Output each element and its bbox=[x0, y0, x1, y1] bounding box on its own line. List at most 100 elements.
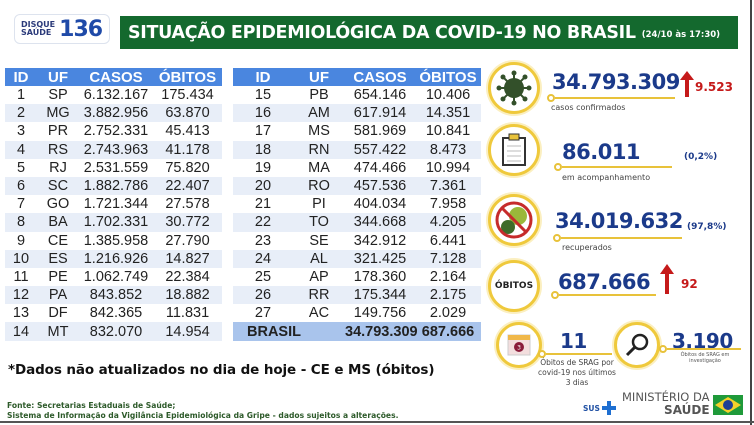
state-casos: 617.914 bbox=[353, 105, 407, 122]
col-header-obitos: ÓBITOS bbox=[158, 68, 217, 86]
state-uf: PE bbox=[48, 268, 68, 285]
state-id: 22 bbox=[254, 214, 272, 231]
table-row: 21 PI 404.034 7.958 bbox=[233, 195, 481, 213]
state-uf: AP bbox=[309, 268, 329, 285]
table-row: 16 AM 617.914 14.351 bbox=[233, 104, 481, 123]
state-id: 14 bbox=[12, 323, 30, 340]
state-id: 17 bbox=[254, 123, 272, 140]
state-obitos: 7.128 bbox=[429, 250, 467, 267]
underline-dot bbox=[553, 234, 561, 242]
table-header: ID UF CASOS ÓBITOS bbox=[5, 68, 222, 86]
state-id: 8 bbox=[16, 214, 26, 231]
monitoring-pct: (0,2%) bbox=[684, 152, 718, 162]
state-uf: PR bbox=[47, 123, 69, 140]
table-row: 3 PR 2.752.331 45.413 bbox=[5, 122, 222, 140]
state-obitos: 2.175 bbox=[429, 287, 467, 304]
state-uf: SP bbox=[48, 87, 68, 104]
arrow-up-icon bbox=[660, 264, 674, 294]
no-virus-icon bbox=[495, 201, 533, 239]
state-uf: AM bbox=[308, 105, 330, 122]
state-obitos: 30.772 bbox=[165, 214, 210, 231]
state-casos: 175.344 bbox=[353, 287, 407, 304]
total-row: BRASIL 34.793.309 687.666 bbox=[233, 322, 481, 341]
table-row: 15 PB 654.146 10.406 bbox=[233, 86, 481, 104]
state-id: 24 bbox=[254, 250, 272, 267]
state-id: 20 bbox=[254, 178, 272, 195]
state-obitos: 7.361 bbox=[429, 178, 467, 195]
state-uf: RJ bbox=[49, 159, 67, 176]
deaths-value: 687.666 bbox=[558, 270, 651, 294]
table-row: 1 SP 6.132.167 175.434 bbox=[5, 86, 222, 104]
state-casos: 1.702.331 bbox=[83, 214, 149, 231]
state-id: 16 bbox=[254, 105, 272, 122]
table-row: 20 RO 457.536 7.361 bbox=[233, 176, 481, 196]
sus-text: SUS bbox=[583, 403, 600, 413]
deaths-delta: 92 bbox=[681, 277, 698, 291]
table-row: 17 MS 581.969 10.841 bbox=[233, 122, 481, 140]
recovered-value: 34.019.632 bbox=[555, 209, 683, 233]
state-uf: RS bbox=[47, 141, 69, 158]
state-casos: 321.425 bbox=[353, 250, 407, 267]
monitoring-icon-circle bbox=[488, 124, 540, 176]
source-line1: Fonte: Secretarias Estaduais de Saúde; bbox=[7, 401, 176, 410]
state-obitos: 175.434 bbox=[161, 87, 214, 104]
state-obitos: 41.178 bbox=[165, 141, 210, 158]
state-casos: 842.365 bbox=[89, 305, 143, 322]
state-uf: GO bbox=[46, 196, 70, 213]
state-obitos: 45.413 bbox=[165, 123, 210, 140]
magnifier-icon bbox=[625, 333, 649, 357]
underline bbox=[546, 353, 612, 355]
col-header-uf: UF bbox=[309, 68, 329, 86]
virus-icon bbox=[496, 70, 532, 106]
table-row: 27 AC 149.756 2.029 bbox=[233, 304, 481, 322]
logo-line2: SAÚDE bbox=[21, 28, 52, 37]
recovered-pct: (97,8%) bbox=[687, 222, 727, 232]
srag-recent-value: 11 bbox=[560, 329, 587, 353]
state-casos: 2.531.559 bbox=[83, 159, 149, 176]
state-uf: SE bbox=[309, 232, 329, 249]
update-timestamp: (24/10 às 17:30) bbox=[641, 29, 721, 40]
state-uf: MA bbox=[308, 159, 330, 176]
state-uf: PB bbox=[309, 87, 329, 104]
state-obitos: 18.882 bbox=[165, 287, 210, 304]
state-obitos: 27.790 bbox=[165, 232, 210, 249]
frame-border-right bbox=[750, 0, 752, 425]
state-id: 3 bbox=[16, 123, 26, 140]
state-id: 19 bbox=[254, 159, 272, 176]
state-casos: 654.146 bbox=[353, 87, 407, 104]
state-uf: MT bbox=[47, 323, 69, 340]
state-id: 23 bbox=[254, 232, 272, 249]
state-id: 4 bbox=[16, 141, 26, 158]
ministry-logo: MINISTÉRIO DA SAÚDE bbox=[622, 390, 710, 417]
table-row: 24 AL 321.425 7.128 bbox=[233, 249, 481, 268]
deaths-badge-circle: ÓBITOS bbox=[488, 260, 540, 312]
state-obitos: 8.473 bbox=[429, 141, 467, 158]
confirmed-cases-value: 34.793.309 bbox=[552, 70, 680, 94]
source-line2: Sistema de Informação da Vigilância Epid… bbox=[7, 411, 399, 420]
state-uf: TO bbox=[309, 214, 329, 231]
state-obitos: 14.954 bbox=[165, 323, 210, 340]
state-uf: DF bbox=[48, 305, 68, 322]
state-id: 15 bbox=[254, 87, 272, 104]
state-obitos: 63.870 bbox=[165, 105, 210, 122]
state-uf: CE bbox=[47, 232, 69, 249]
state-obitos: 7.958 bbox=[429, 196, 467, 213]
col-header-id: ID bbox=[13, 68, 29, 86]
states-table-right: ID UF CASOS ÓBITOS 15 PB 654.146 10.406 16 AM… bbox=[233, 68, 481, 341]
state-casos: 149.756 bbox=[353, 305, 407, 322]
calendar-icon: 3 bbox=[507, 334, 531, 356]
monitoring-label: em acompanhamento bbox=[562, 173, 651, 182]
table-row: 26 RR 175.344 2.175 bbox=[233, 286, 481, 305]
srag-recent-label: Óbitos de SRAG por covid-19 nos últimos … bbox=[538, 358, 616, 387]
table-row: 8 BA 1.702.331 30.772 bbox=[5, 213, 222, 232]
source-text: Fonte: Secretarias Estaduais de Saúde; S… bbox=[7, 401, 398, 421]
state-casos: 843.852 bbox=[89, 287, 143, 304]
logo-line1: DISQUE bbox=[21, 20, 56, 29]
state-obitos: 22.407 bbox=[165, 178, 210, 195]
total-label: BRASIL bbox=[247, 323, 301, 340]
underline bbox=[555, 97, 675, 99]
state-obitos: 14.351 bbox=[425, 105, 471, 122]
plus-cross-icon bbox=[601, 401, 616, 415]
state-uf: RN bbox=[308, 141, 330, 158]
state-casos: 557.422 bbox=[353, 141, 407, 158]
